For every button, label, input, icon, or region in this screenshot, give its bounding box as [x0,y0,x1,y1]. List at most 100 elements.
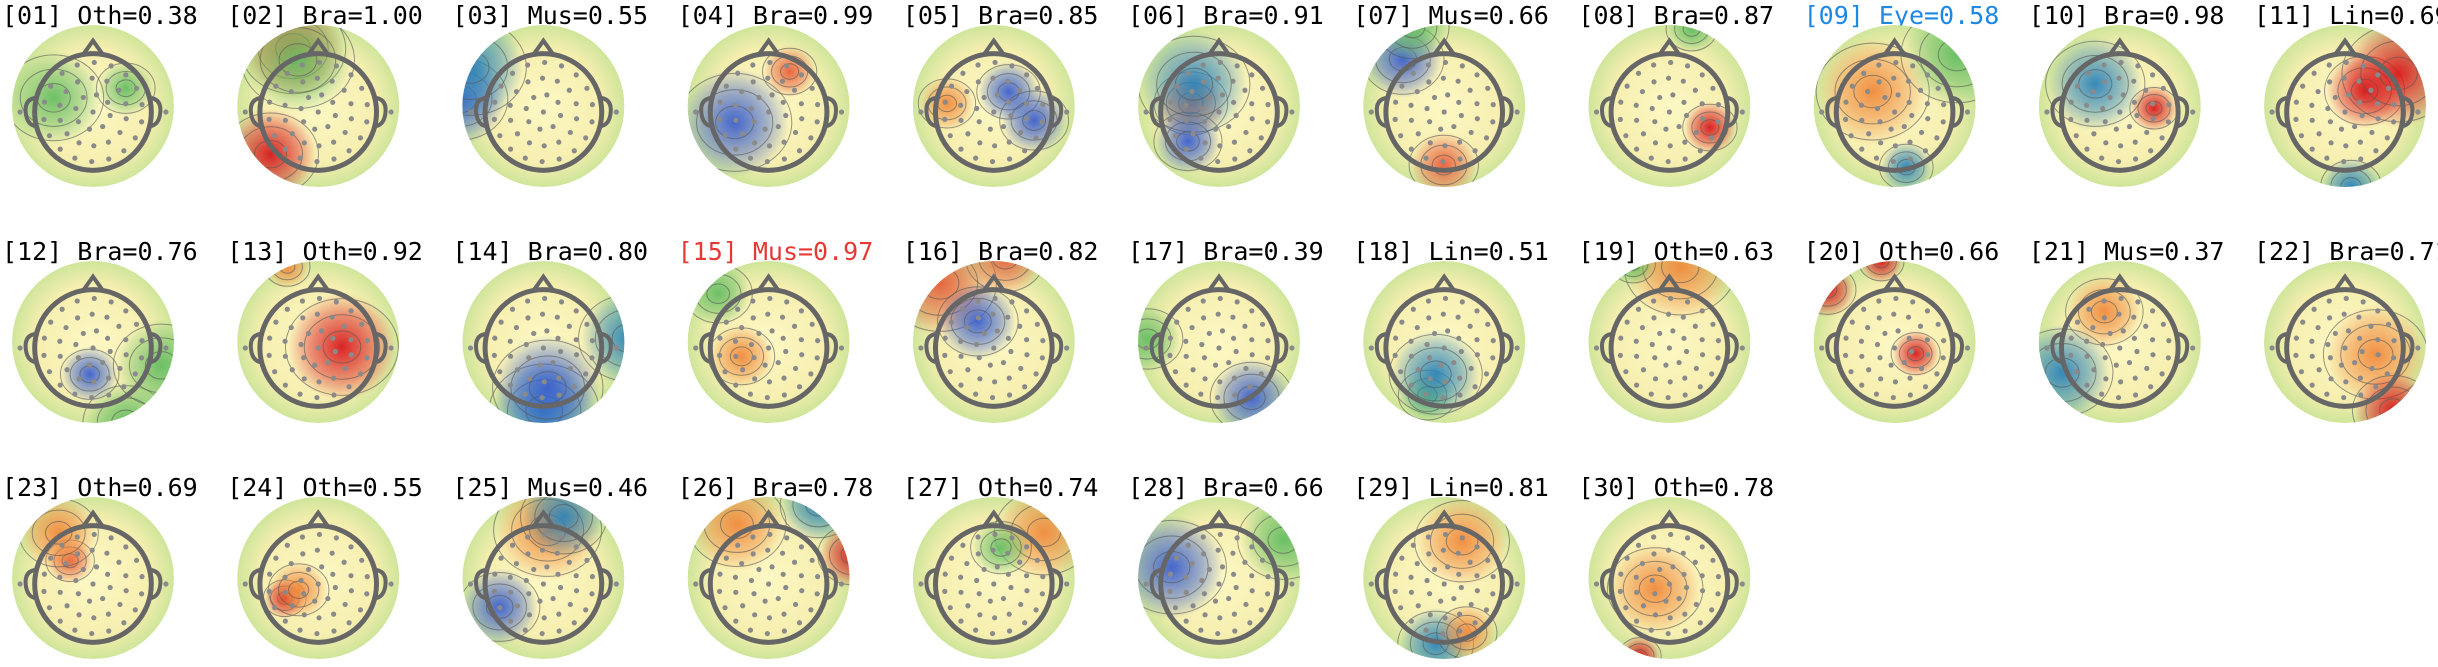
head-outline [707,523,830,645]
electrode [1033,135,1039,141]
electrode [2132,375,2138,381]
electrode [2134,112,2140,119]
electrode [2143,87,2149,93]
electrode [779,314,786,320]
electrode [723,319,729,325]
electrode [348,588,354,594]
contour [237,112,319,187]
electrode [497,369,503,375]
electrode [1618,99,1624,105]
electrode [735,542,741,548]
left-ear [924,332,937,364]
electrode [364,591,370,597]
electrode [1451,595,1457,602]
electrode [2293,352,2299,358]
electrode [814,355,820,361]
electrode [1438,362,1444,368]
head-outline [257,287,380,409]
electrode [123,352,129,358]
right-ear [1276,96,1289,128]
electrode [1233,348,1239,355]
electrode [976,355,982,361]
electrode [981,330,987,337]
left-ear [2275,96,2288,128]
electrode [1431,566,1438,573]
electrode [1230,314,1236,320]
electrode [513,88,520,95]
electrode [779,550,786,556]
electrode [57,574,63,580]
electrode [748,577,755,584]
electrode [550,123,556,130]
electrode [1593,345,1600,351]
electrode [947,369,953,375]
electrode [1676,359,1682,366]
electrode [2073,369,2079,375]
head-outline [1158,51,1280,173]
electrode [492,99,498,105]
electrode [1485,557,1491,563]
electrode [1699,588,1706,594]
electrode [1878,140,1884,146]
electrode [89,75,95,81]
electrode [2131,99,2137,105]
electrode [1410,306,1416,312]
electrode [1005,99,1011,105]
electrode [1201,119,1208,125]
electrode [1008,584,1014,591]
electrode [498,555,504,561]
electrode [1849,319,1855,325]
electrode [2103,140,2109,146]
electrode [947,605,953,611]
activation-blob [1438,603,1496,659]
electrode [1183,618,1189,624]
electrode [767,59,773,66]
electrode [491,588,497,594]
electrode [1231,139,1238,145]
electrode [388,345,394,351]
electrode [2131,314,2137,320]
electrode [2144,129,2150,136]
electrode [284,306,290,312]
electrode [815,102,821,108]
electrode [1455,550,1461,556]
electrode [1005,335,1011,341]
electrode [1934,135,1940,141]
contour [1887,151,1925,184]
electrode [2341,311,2347,317]
electrode [1427,140,1433,146]
electrode [1648,155,1654,161]
electrode [342,365,348,372]
electrode [942,116,948,122]
electrode [1680,78,1686,84]
electrode [1458,348,1464,355]
electrode [1005,550,1011,556]
electrode [976,119,982,125]
electrode [1201,355,1208,361]
electrode [1865,324,1871,331]
electrode [748,341,755,348]
electrode [942,335,948,341]
electrode [1468,601,1474,608]
electrode [1423,627,1429,633]
electrode [838,581,845,587]
electrode [948,83,955,89]
electrode [1217,379,1223,385]
left-ear [23,568,36,600]
electrode [266,116,272,122]
electrode [554,78,560,84]
electrode [2143,323,2149,329]
electrode [348,72,354,78]
electrode [948,319,955,325]
electrode [1624,319,1630,325]
electrode [2352,359,2358,366]
electrode [975,62,981,68]
electrode [748,105,755,112]
electrode [2385,321,2392,327]
right-ear [1501,332,1514,364]
contour [278,43,318,77]
left-ear [248,332,261,364]
electrode [989,394,996,401]
electrode [57,146,63,152]
electrode [48,319,54,325]
